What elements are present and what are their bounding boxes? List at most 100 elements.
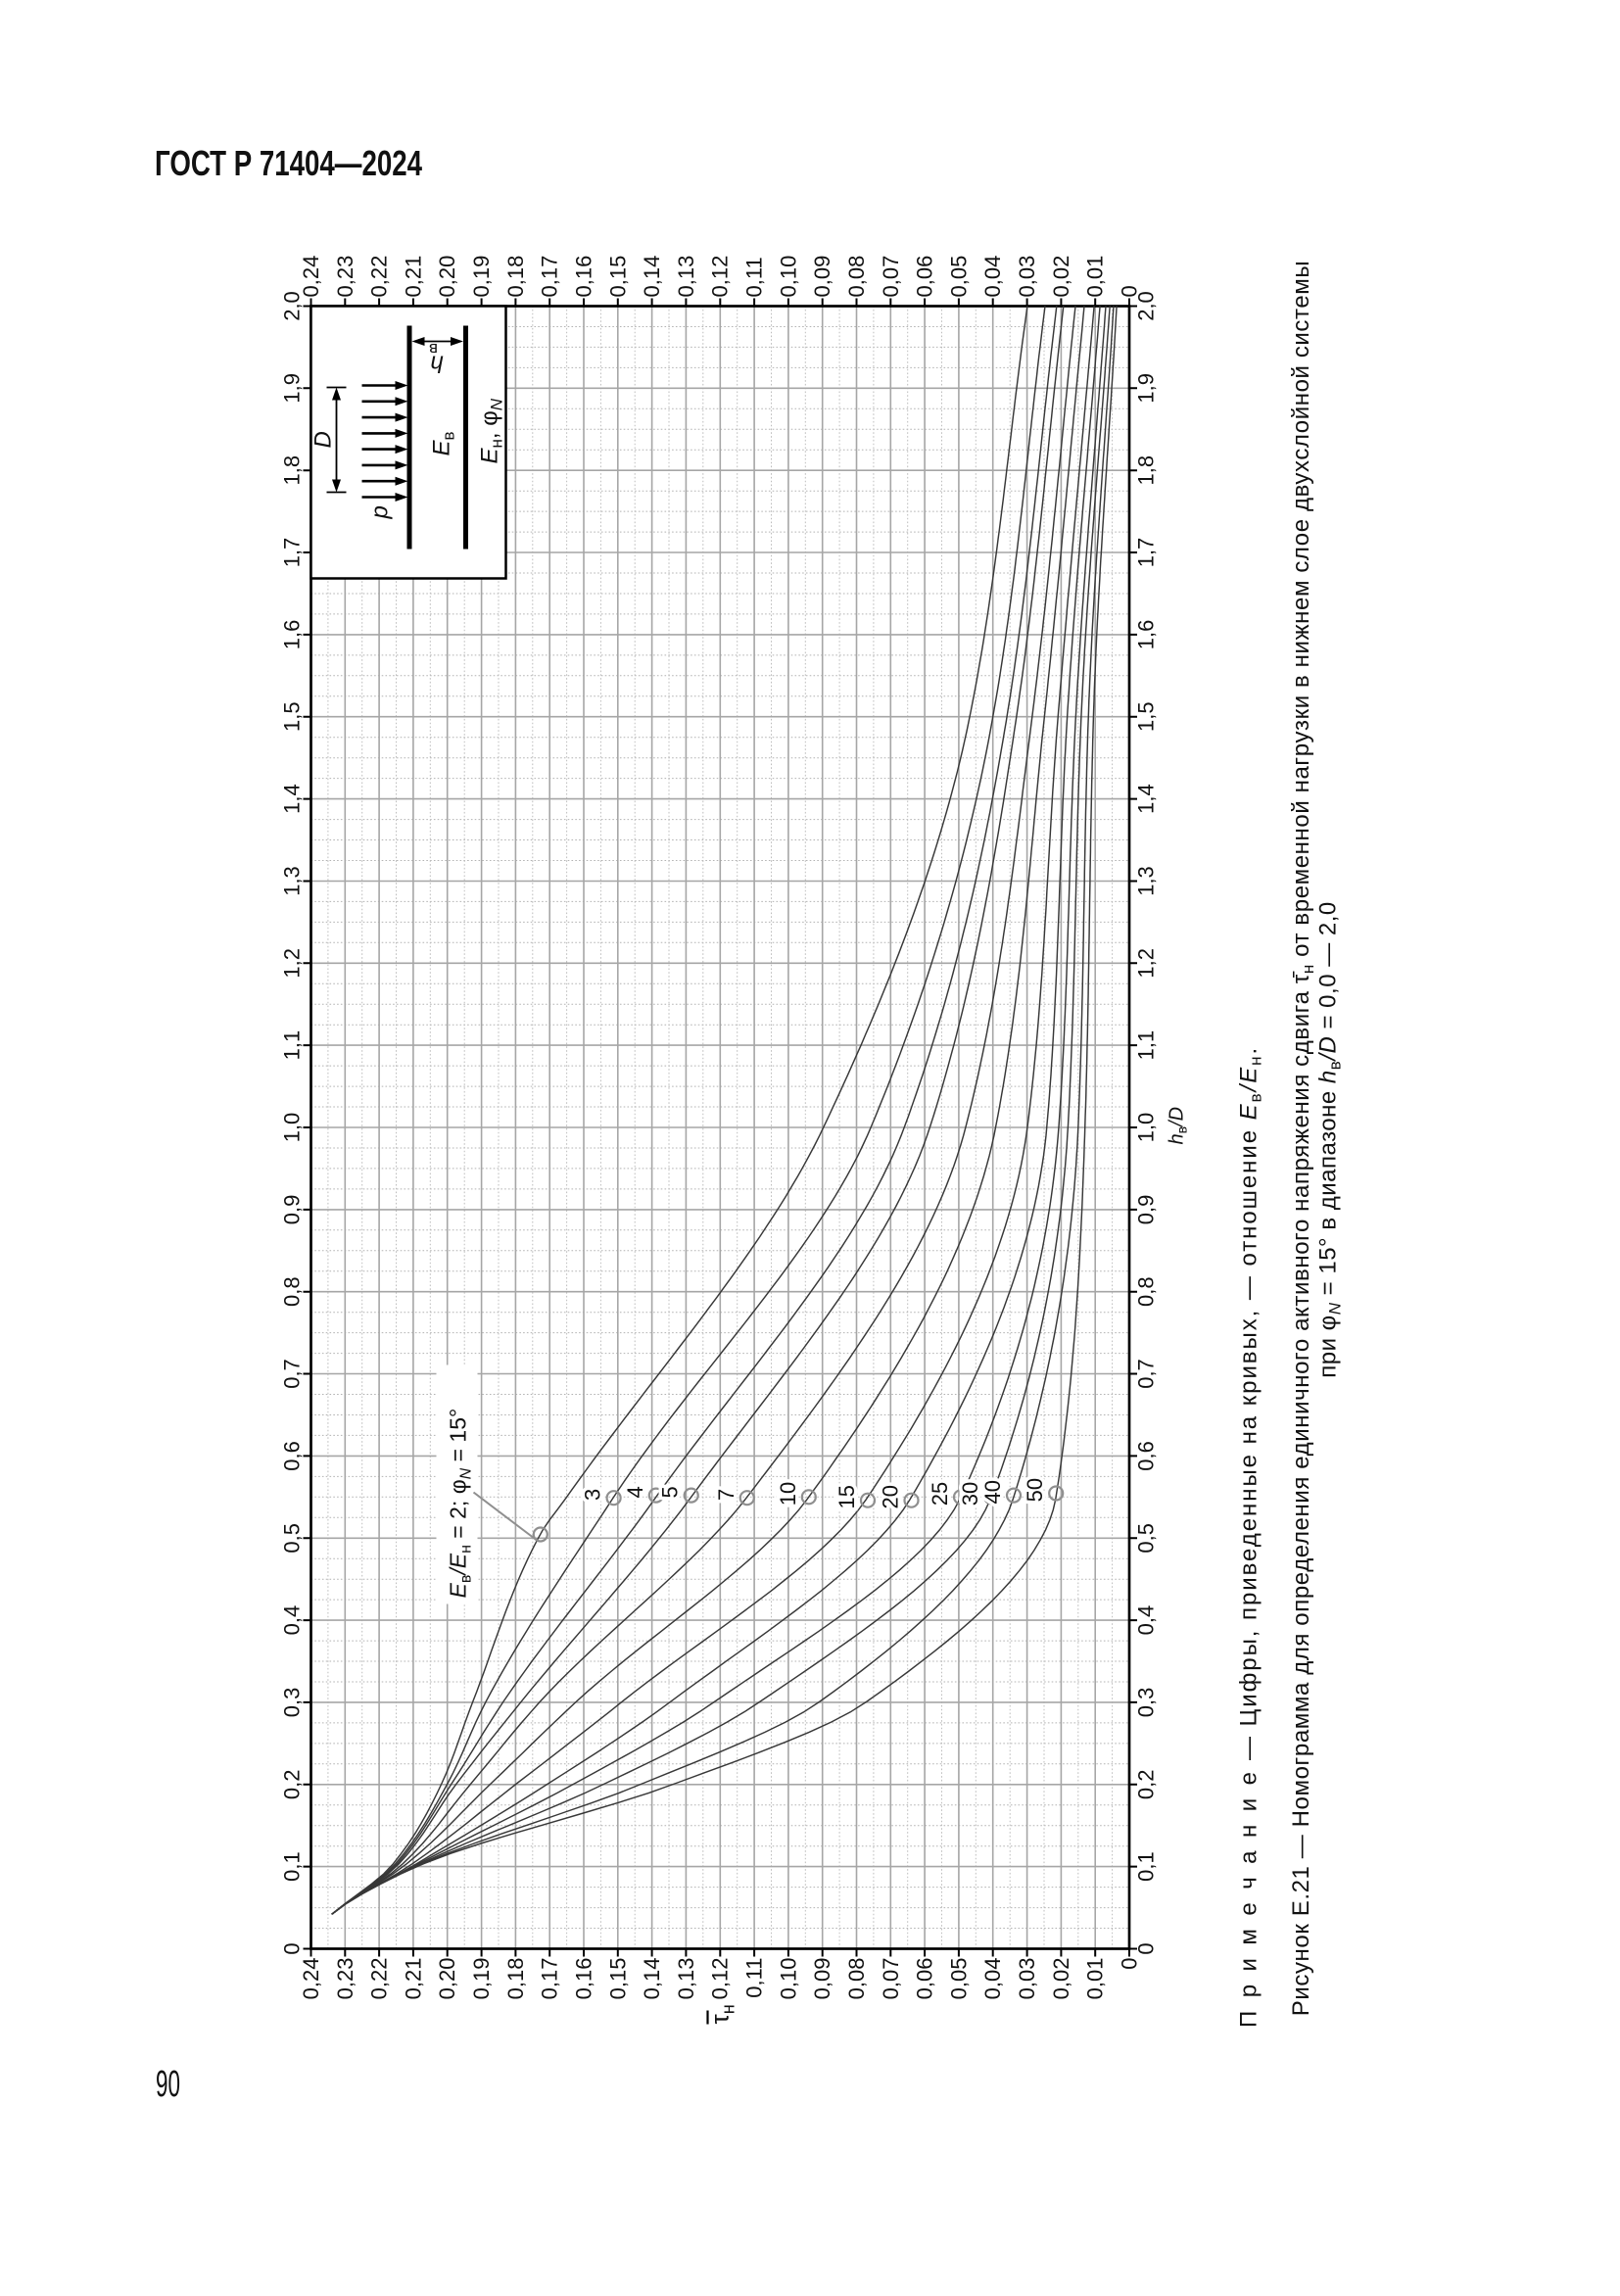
svg-text:0,13: 0,13 (674, 256, 698, 298)
svg-text:0,06: 0,06 (913, 1958, 937, 2000)
svg-text:1,1: 1,1 (280, 1030, 305, 1061)
svg-text:7: 7 (714, 1489, 739, 1501)
svg-text:20: 20 (879, 1485, 903, 1508)
svg-text:0,10: 0,10 (776, 1958, 800, 2000)
svg-text:0,04: 0,04 (980, 1958, 1005, 2000)
svg-text:0,19: 0,19 (469, 256, 494, 298)
svg-text:Рисунок Е.21 — Номограмма для: Рисунок Е.21 — Номограмма для определени… (1288, 261, 1317, 2017)
svg-text:0: 0 (280, 1942, 305, 1954)
svg-text:0,12: 0,12 (708, 256, 733, 298)
svg-text:1,0: 1,0 (1134, 1113, 1159, 1143)
svg-text:0,05: 0,05 (946, 1958, 971, 2000)
svg-text:0,07: 0,07 (879, 256, 903, 298)
svg-text:0,06: 0,06 (913, 256, 937, 298)
svg-text:90: 90 (156, 2064, 180, 2105)
svg-text:0,18: 0,18 (503, 256, 528, 298)
svg-text:0,17: 0,17 (538, 256, 562, 298)
svg-text:Eв/Eн = 2; φN = 15°: Eв/Eн = 2; φN = 15° (446, 1409, 475, 1599)
svg-text:15: 15 (834, 1485, 859, 1508)
svg-text:1,0: 1,0 (280, 1113, 305, 1143)
svg-text:0,22: 0,22 (367, 1958, 392, 2000)
svg-text:0,11: 0,11 (742, 1958, 767, 1998)
svg-text:0,1: 0,1 (1134, 1851, 1159, 1882)
svg-text:0,16: 0,16 (572, 256, 596, 298)
svg-text:0,14: 0,14 (640, 256, 664, 298)
svg-text:0,9: 0,9 (1134, 1195, 1159, 1225)
svg-text:0,24: 0,24 (299, 1958, 323, 2000)
svg-text:0,03: 0,03 (1015, 256, 1039, 298)
svg-text:0,09: 0,09 (810, 256, 834, 298)
svg-text:0,21: 0,21 (401, 1958, 425, 2000)
svg-text:0,11: 0,11 (742, 257, 767, 297)
svg-text:0,2: 0,2 (280, 1770, 305, 1800)
svg-text:0,20: 0,20 (435, 1958, 459, 2000)
svg-text:0,17: 0,17 (538, 1958, 562, 2000)
svg-text:4: 4 (623, 1486, 647, 1498)
svg-text:0,5: 0,5 (1134, 1523, 1159, 1554)
svg-text:0,8: 0,8 (1134, 1276, 1159, 1307)
svg-text:1,3: 1,3 (280, 866, 305, 896)
svg-text:0,12: 0,12 (708, 1958, 733, 2000)
svg-text:0,02: 0,02 (1049, 256, 1073, 298)
svg-text:1,7: 1,7 (1134, 538, 1159, 568)
svg-text:0,08: 0,08 (844, 1958, 869, 2000)
svg-text:при φN = 15° в диапазоне hв/D: при φN = 15° в диапазоне hв/D = 0,0 — 2,… (1315, 901, 1345, 1378)
svg-text:П р и м е ч а н и е — Цифры, п: П р и м е ч а н и е — Цифры, приведенные… (1236, 1046, 1265, 2028)
svg-text:0,08: 0,08 (844, 256, 869, 298)
svg-text:1,9: 1,9 (1134, 373, 1159, 404)
svg-text:0,01: 0,01 (1083, 1958, 1108, 2000)
svg-text:5: 5 (658, 1486, 683, 1498)
svg-text:1,2: 1,2 (280, 948, 305, 979)
svg-text:0,6: 0,6 (1134, 1441, 1159, 1471)
svg-text:0,01: 0,01 (1083, 256, 1108, 298)
svg-text:0,22: 0,22 (367, 256, 392, 298)
svg-text:0,04: 0,04 (980, 256, 1005, 298)
svg-text:1,3: 1,3 (1134, 866, 1159, 896)
svg-text:0,9: 0,9 (280, 1195, 305, 1225)
svg-text:2,0: 2,0 (280, 291, 305, 321)
svg-text:0,21: 0,21 (401, 256, 425, 298)
svg-text:0: 0 (1134, 1942, 1159, 1954)
svg-text:0,2: 0,2 (1134, 1770, 1159, 1800)
svg-text:0,18: 0,18 (503, 1958, 528, 2000)
svg-text:1,8: 1,8 (280, 455, 305, 486)
svg-text:1,6: 1,6 (1134, 620, 1159, 650)
svg-text:1,7: 1,7 (280, 538, 305, 568)
svg-text:p: p (367, 505, 394, 519)
svg-text:0,7: 0,7 (1134, 1359, 1159, 1389)
svg-text:10: 10 (776, 1482, 800, 1506)
svg-text:25: 25 (928, 1482, 952, 1506)
svg-text:0,02: 0,02 (1049, 1958, 1073, 2000)
svg-text:0,24: 0,24 (299, 256, 323, 298)
svg-text:1,8: 1,8 (1134, 455, 1159, 486)
svg-text:1,5: 1,5 (280, 701, 305, 732)
svg-text:0,05: 0,05 (946, 256, 971, 298)
svg-text:0: 0 (1118, 1958, 1142, 1970)
svg-text:в: в (429, 340, 438, 359)
svg-text:30: 30 (958, 1482, 982, 1506)
svg-text:0,16: 0,16 (572, 1958, 596, 2000)
svg-text:1,1: 1,1 (1134, 1030, 1159, 1061)
svg-text:0,23: 0,23 (333, 256, 357, 298)
svg-text:h: h (430, 351, 443, 377)
svg-text:0,8: 0,8 (280, 1276, 305, 1307)
svg-text:1,4: 1,4 (1134, 784, 1159, 814)
svg-text:ГОСТ Р 71404—2024: ГОСТ Р 71404—2024 (155, 143, 422, 183)
svg-text:0,10: 0,10 (776, 256, 800, 298)
svg-text:1,2: 1,2 (1134, 948, 1159, 979)
svg-text:1,9: 1,9 (280, 373, 305, 404)
svg-text:0,19: 0,19 (469, 1958, 494, 2000)
svg-text:0,1: 0,1 (280, 1851, 305, 1882)
svg-text:2,0: 2,0 (1134, 291, 1159, 321)
svg-text:0,4: 0,4 (1134, 1605, 1159, 1636)
svg-text:0: 0 (1118, 285, 1142, 297)
svg-text:0,14: 0,14 (640, 1958, 664, 2000)
svg-text:0,09: 0,09 (810, 1958, 834, 2000)
svg-text:D: D (310, 431, 337, 448)
svg-text:0,5: 0,5 (280, 1523, 305, 1554)
svg-text:0,4: 0,4 (280, 1605, 305, 1636)
svg-text:0,3: 0,3 (280, 1688, 305, 1718)
svg-text:0,03: 0,03 (1015, 1958, 1039, 2000)
svg-text:hв/D: hв/D (1167, 1107, 1190, 1145)
svg-text:3: 3 (581, 1489, 605, 1501)
